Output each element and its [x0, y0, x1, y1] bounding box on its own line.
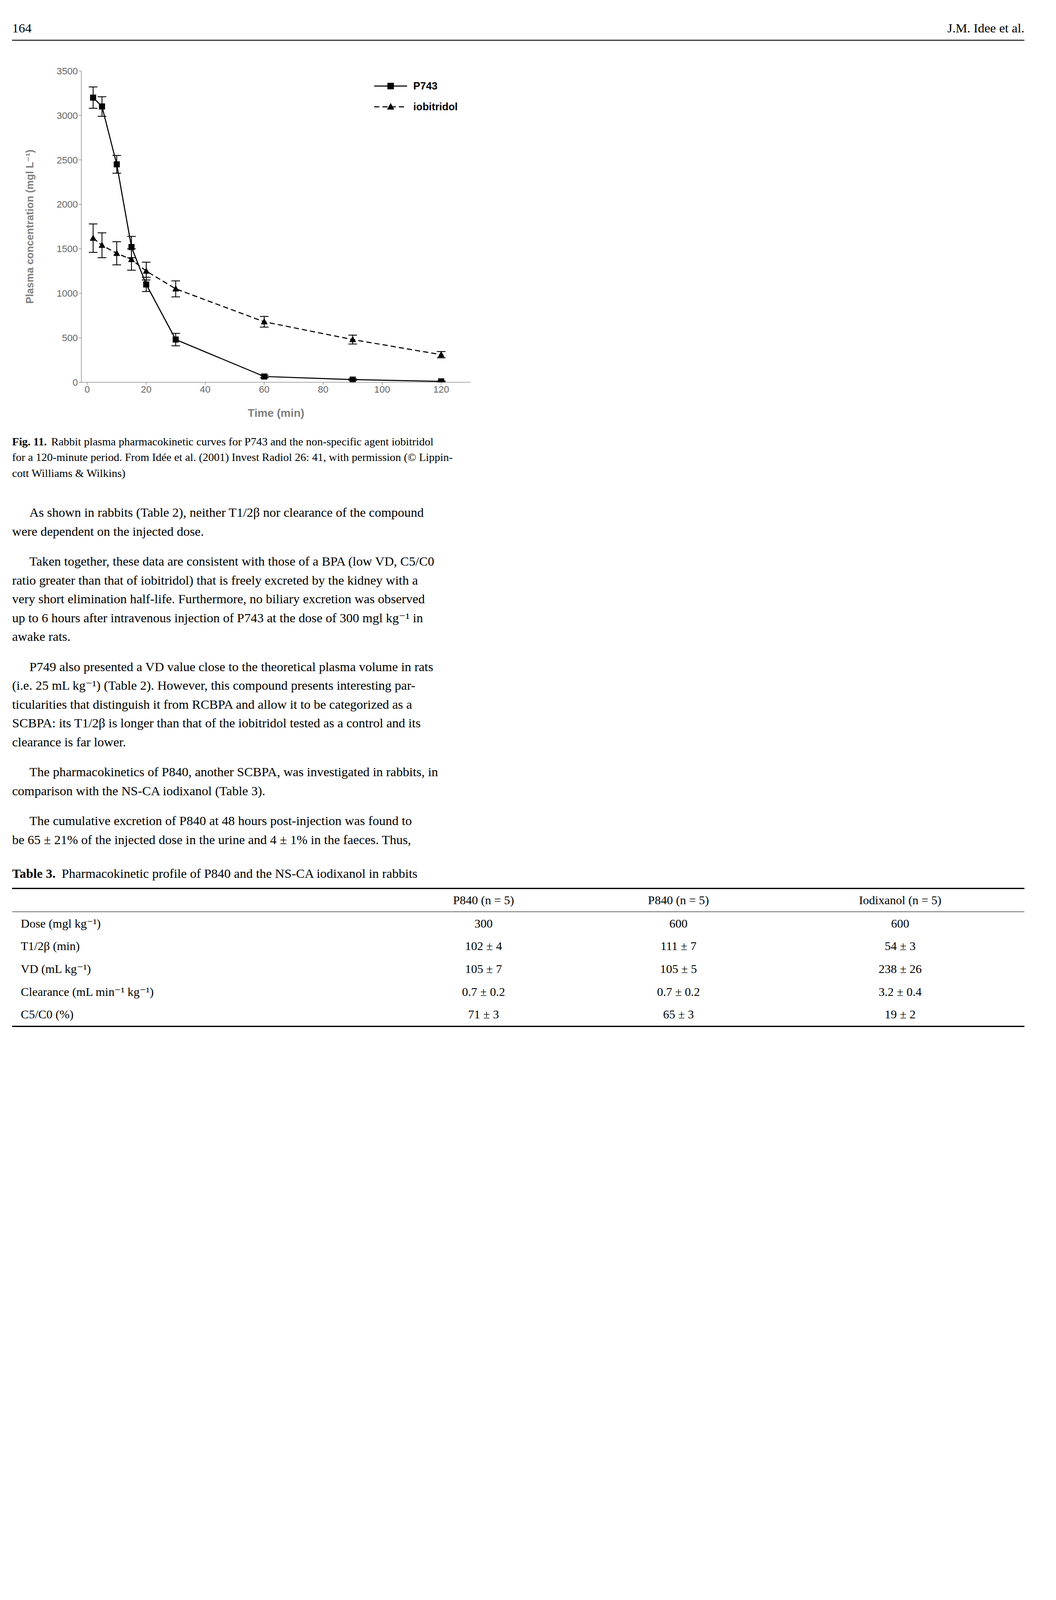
- html-text:102 ± 4: 102 ± 4: [465, 939, 503, 954]
- html-text:Taken together, these data are: Taken together, these data are consisten…: [12, 554, 435, 644]
- svg-text:Time (min): Time (min): [247, 406, 305, 420]
- svg-text:3500: 3500: [56, 65, 78, 77]
- svg-text:20: 20: [141, 384, 152, 395]
- svg-text:1000: 1000: [56, 288, 78, 299]
- html-text:164: 164: [12, 20, 32, 36]
- html-text:VD (mL kg⁻¹): VD (mL kg⁻¹): [20, 962, 91, 977]
- html-text:300: 300: [474, 917, 493, 931]
- svg-text:60: 60: [258, 384, 270, 395]
- html-text:J.M. Idee et al.: J.M. Idee et al.: [947, 20, 1025, 36]
- svg-text:2000: 2000: [56, 199, 78, 210]
- svg-text:2500: 2500: [56, 154, 78, 166]
- svg-text:0: 0: [84, 384, 90, 395]
- svg-text:80: 80: [317, 384, 329, 395]
- html-text:The cumulative excretion of P8: The cumulative excretion of P840 at 48 h…: [12, 813, 412, 847]
- svg-text:0: 0: [72, 377, 78, 389]
- html-text:238 ± 26: 238 ± 26: [878, 962, 922, 976]
- html-text:Iodixanol (n = 5): Iodixanol (n = 5): [858, 893, 942, 908]
- html-text:P840 (n = 5): P840 (n = 5): [647, 893, 709, 908]
- html-text:111 ± 7: 111 ± 7: [660, 939, 697, 954]
- svg-text:100: 100: [374, 384, 391, 395]
- html-text:65 ± 3: 65 ± 3: [663, 1008, 694, 1022]
- html-text:105 ± 7: 105 ± 7: [465, 962, 503, 976]
- html-text:iobitridol: iobitridol: [413, 100, 458, 113]
- html-text:3.2 ± 0.4: 3.2 ± 0.4: [878, 985, 922, 999]
- svg-text:3000: 3000: [56, 110, 78, 122]
- html-text:600: 600: [669, 917, 688, 931]
- html-text:54 ± 3: 54 ± 3: [884, 939, 916, 954]
- html-text:Clearance (mL min⁻¹ kg⁻¹): Clearance (mL min⁻¹ kg⁻¹): [20, 985, 154, 999]
- html-text:C5/C0 (%): C5/C0 (%): [20, 1008, 74, 1022]
- html-text:19 ± 2: 19 ± 2: [884, 1008, 916, 1022]
- svg-text:500: 500: [61, 332, 78, 344]
- html-text:Dose (mgl kg⁻¹): Dose (mgl kg⁻¹): [20, 917, 101, 931]
- svg-text:120: 120: [433, 384, 450, 395]
- html-text:T1/2β (min): T1/2β (min): [20, 939, 80, 954]
- html-text:600: 600: [891, 917, 910, 931]
- html-text:105 ± 5: 105 ± 5: [659, 962, 697, 976]
- html-text:P840 (n = 5): P840 (n = 5): [453, 893, 515, 908]
- html-text:0.7 ± 0.2: 0.7 ± 0.2: [656, 985, 700, 999]
- html-text:P749 also presented a VD value: P749 also presented a VD value close to …: [12, 659, 434, 750]
- html-text:P743: P743: [413, 80, 438, 92]
- html-text:As shown in rabbits (Table 2),: As shown in rabbits (Table 2), neither T…: [12, 505, 424, 539]
- html-text:71 ± 3: 71 ± 3: [468, 1008, 500, 1022]
- svg-text:Plasma concentration (mgl L⁻¹): Plasma concentration (mgl L⁻¹): [23, 149, 36, 305]
- svg-text:1500: 1500: [56, 243, 78, 255]
- html-text:0.7 ± 0.2: 0.7 ± 0.2: [462, 985, 506, 999]
- svg-text:40: 40: [199, 384, 211, 395]
- html-text:The pharmacokinetics of P840,: The pharmacokinetics of P840, another SC…: [12, 764, 439, 799]
- html-text:Fig. 11. Rabbit plasma pharmac: Fig. 11. Rabbit plasma pharmacokinetic c…: [12, 435, 453, 480]
- html-text:Table 3. Pharmacokinetic profi: Table 3. Pharmacokinetic profile of P840…: [12, 866, 418, 881]
